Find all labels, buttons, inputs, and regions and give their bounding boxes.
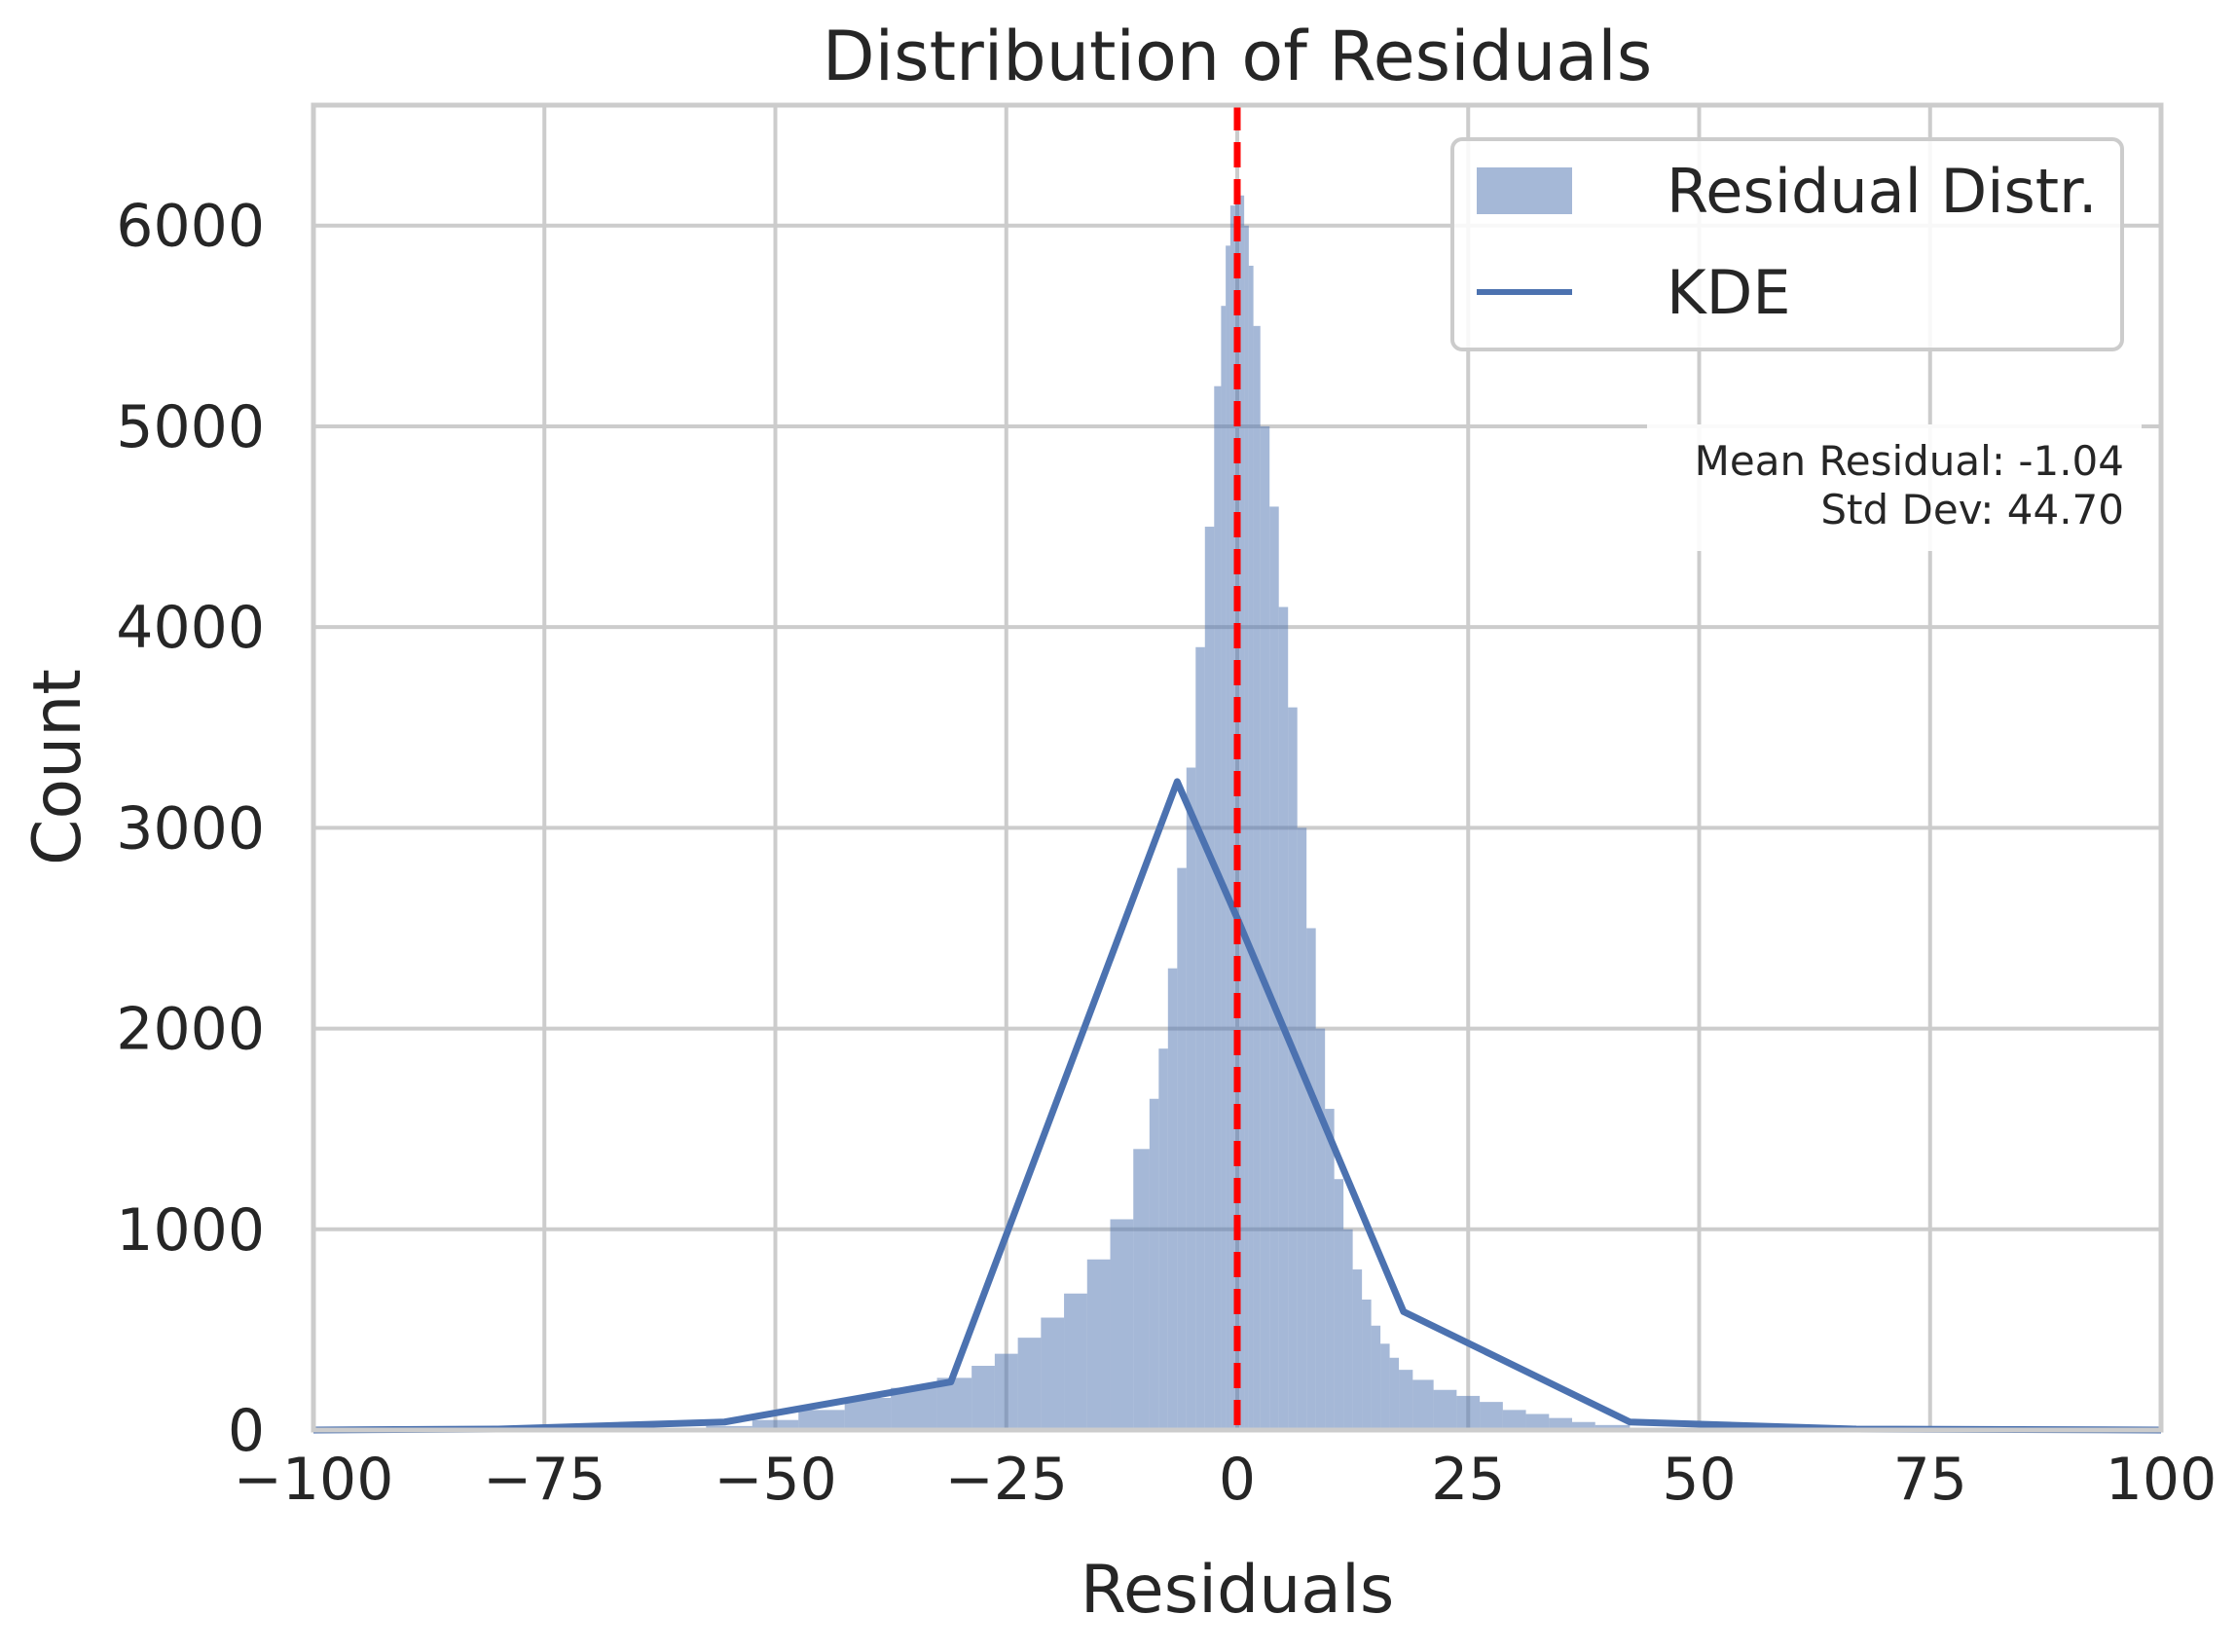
histogram-bar — [1158, 1048, 1168, 1430]
y-tick-label: 4000 — [116, 594, 265, 662]
histogram-bar — [1226, 245, 1230, 1430]
legend: Residual Distr. KDE — [1450, 137, 2124, 351]
legend-box — [1450, 137, 2124, 351]
histogram-bar — [1306, 928, 1316, 1430]
histogram-bar — [1371, 1325, 1381, 1430]
x-axis-label: Residuals — [1081, 1552, 1395, 1629]
x-tick-label: −25 — [944, 1446, 1068, 1514]
histogram-bar — [1041, 1317, 1065, 1430]
histogram-bar — [1269, 506, 1279, 1430]
histogram-bar — [1177, 867, 1187, 1430]
legend-swatch-residual-distr — [1477, 167, 1572, 214]
histogram-bar — [1399, 1370, 1413, 1430]
histogram-bar — [1244, 225, 1249, 1430]
histogram-bars — [706, 185, 1676, 1431]
histogram-bar — [1086, 1259, 1111, 1430]
y-tick-label: 0 — [228, 1397, 265, 1465]
histogram-bar — [1248, 265, 1254, 1430]
histogram-bar — [1343, 1229, 1353, 1430]
histogram-bar — [1017, 1338, 1042, 1430]
x-tick-label: 75 — [1893, 1446, 1967, 1514]
histogram-bar — [1278, 606, 1289, 1430]
histogram-bar — [1456, 1395, 1481, 1430]
histogram-bar — [1315, 1028, 1326, 1430]
histogram-bar — [1288, 707, 1298, 1430]
legend-label-kde: KDE — [1667, 257, 1791, 328]
histogram-bar — [798, 1410, 845, 1430]
x-tick-label: 100 — [2106, 1446, 2218, 1514]
histogram-bar — [844, 1398, 892, 1430]
histogram-bar — [1389, 1357, 1400, 1430]
histogram-bar — [1234, 185, 1240, 1430]
histogram-bar — [1214, 385, 1222, 1430]
histogram-bar — [1297, 827, 1307, 1430]
y-tick-label: 3000 — [116, 794, 265, 863]
histogram-bar — [1325, 1109, 1335, 1430]
histogram-bar — [1186, 767, 1196, 1430]
histogram-bar — [1133, 1149, 1150, 1430]
y-tick-label: 2000 — [116, 996, 265, 1064]
stats-annotation-box — [1647, 424, 2142, 551]
x-tick-label: 50 — [1662, 1446, 1736, 1514]
histogram-bar — [1549, 1417, 1573, 1430]
histogram-bar — [1064, 1293, 1087, 1430]
y-axis-label: Count — [19, 669, 96, 865]
histogram-bar — [1502, 1410, 1526, 1430]
y-tick-label: 1000 — [116, 1196, 265, 1265]
histogram-bar — [1110, 1219, 1134, 1430]
histogram-bar — [1253, 325, 1261, 1430]
x-tick-label: 25 — [1431, 1446, 1505, 1514]
x-tick-label: −75 — [483, 1446, 606, 1514]
legend-label-residual-distr: Residual Distr. — [1667, 156, 2098, 227]
histogram-bar — [971, 1366, 995, 1430]
histogram-bar — [1149, 1098, 1159, 1430]
histogram-bar — [1433, 1389, 1457, 1430]
histogram-bar — [1334, 1179, 1344, 1430]
histogram-bar — [1221, 306, 1227, 1430]
stats-annotation: Mean Residual: -1.04 Std Dev: 44.70 — [1647, 424, 2142, 551]
x-tick-label: −50 — [714, 1446, 837, 1514]
std-dev-text: Std Dev: 44.70 — [1820, 486, 2124, 533]
histogram-bar — [1595, 1424, 1631, 1430]
mean-residual-text: Mean Residual: -1.04 — [1695, 437, 2124, 485]
histogram-bar — [1352, 1269, 1363, 1430]
y-tick-label: 6000 — [116, 193, 265, 261]
kde-line-group — [312, 778, 2162, 1434]
plot-frame — [311, 102, 2164, 1433]
histogram-bar — [891, 1387, 937, 1430]
chart-title: Distribution of Residuals — [823, 17, 1652, 96]
histogram-bar — [1239, 195, 1245, 1431]
histogram-bar — [1362, 1299, 1372, 1430]
histogram-bar — [1480, 1402, 1503, 1430]
kde-line — [312, 778, 2162, 1434]
histogram-bar — [1229, 205, 1235, 1430]
x-tick-labels: −100 −75 −50 −25 0 25 50 75 100 — [234, 1446, 2218, 1514]
y-tick-label: 5000 — [116, 393, 265, 461]
histogram-bar — [751, 1419, 799, 1430]
histogram-bar — [1167, 968, 1178, 1430]
histogram-bar — [1380, 1343, 1390, 1430]
histogram-bar — [1260, 425, 1270, 1430]
histogram-bar — [1204, 527, 1215, 1430]
histogram-bar — [994, 1353, 1018, 1430]
histogram-bar — [1572, 1421, 1595, 1430]
histogram-bar — [1195, 646, 1205, 1430]
x-tick-label: 0 — [1219, 1446, 1256, 1514]
histogram-bar — [1525, 1413, 1550, 1430]
y-tick-labels: 0 1000 2000 3000 4000 5000 6000 — [116, 193, 265, 1465]
histogram-bar — [1412, 1379, 1434, 1430]
x-tick-label: −100 — [234, 1446, 394, 1514]
